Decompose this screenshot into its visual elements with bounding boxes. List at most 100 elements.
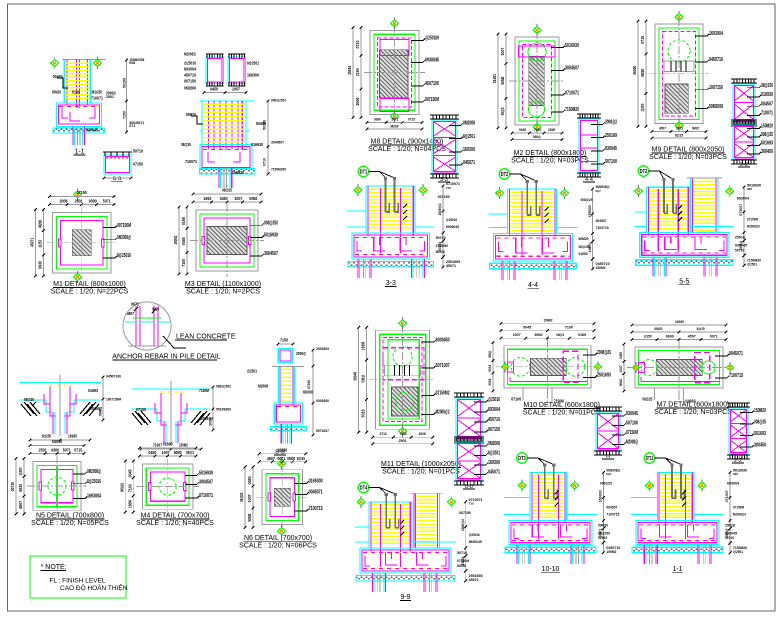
svg-text:6930045: 6930045 bbox=[469, 540, 482, 544]
svg-text:2008@: 2008@ bbox=[296, 351, 306, 357]
svg-text:0M2008@: 0M2008@ bbox=[87, 469, 101, 475]
svg-text:710071: 710071 bbox=[91, 96, 103, 102]
svg-text:SCALE : 1/20; N=03PCS: SCALE : 1/20; N=03PCS bbox=[511, 158, 589, 165]
svg-text:7100: 7100 bbox=[534, 128, 541, 132]
svg-text:1007: 1007 bbox=[500, 47, 505, 56]
svg-text:0M20: 0M20 bbox=[692, 126, 699, 130]
svg-text:5016930: 5016930 bbox=[747, 183, 761, 187]
svg-text:07150M: 07150M bbox=[733, 506, 744, 510]
svg-text:16930: 16930 bbox=[277, 447, 288, 452]
svg-text:008@25: 008@25 bbox=[761, 132, 773, 138]
svg-text:1007150: 1007150 bbox=[709, 85, 723, 91]
svg-text:M200: M200 bbox=[640, 68, 645, 77]
svg-text:50710: 50710 bbox=[436, 236, 446, 240]
svg-text:4507: 4507 bbox=[688, 334, 696, 338]
svg-text:1007150M: 1007150M bbox=[106, 397, 121, 401]
svg-text:8@25016: 8@25016 bbox=[87, 479, 101, 485]
svg-text:8@25: 8@25 bbox=[675, 133, 684, 137]
svg-text:10071: 10071 bbox=[588, 243, 592, 252]
svg-text:7150M200: 7150M200 bbox=[271, 167, 286, 171]
svg-text:2008@2: 2008@2 bbox=[201, 416, 213, 422]
svg-text:0M2008: 0M2008 bbox=[488, 441, 500, 447]
svg-text:3004: 3004 bbox=[208, 417, 212, 426]
svg-text:008@2: 008@2 bbox=[119, 483, 124, 492]
svg-text:08@25: 08@25 bbox=[24, 397, 34, 402]
svg-text:045071: 045071 bbox=[488, 470, 500, 476]
svg-text:693004: 693004 bbox=[727, 482, 739, 486]
svg-text:M2008: M2008 bbox=[457, 564, 466, 568]
svg-text:08@25: 08@25 bbox=[222, 188, 233, 193]
svg-text:4507: 4507 bbox=[267, 456, 276, 461]
svg-text:SCALE : 1/20; N=40PCS: SCALE : 1/20; N=40PCS bbox=[136, 520, 214, 527]
svg-text:007150: 007150 bbox=[184, 79, 197, 84]
svg-text:25016: 25016 bbox=[725, 524, 735, 528]
svg-text:008: 008 bbox=[129, 61, 135, 65]
svg-text:25016: 25016 bbox=[347, 65, 352, 75]
svg-text:169300: 169300 bbox=[488, 460, 500, 466]
svg-text:9300: 9300 bbox=[89, 199, 98, 204]
svg-text:9300450: 9300450 bbox=[316, 399, 329, 403]
svg-text:07150M: 07150M bbox=[747, 218, 758, 222]
svg-text:0710: 0710 bbox=[380, 432, 387, 436]
svg-text:150M2: 150M2 bbox=[606, 550, 616, 554]
svg-text:07150M2: 07150M2 bbox=[436, 391, 450, 397]
svg-text:5016: 5016 bbox=[361, 409, 366, 418]
svg-text:7150M20: 7150M20 bbox=[747, 259, 761, 263]
svg-text:4507: 4507 bbox=[659, 126, 666, 130]
svg-text:169300: 169300 bbox=[588, 205, 592, 217]
svg-text:ANCHOR REBAR IN PILE DETAIL: ANCHOR REBAR IN PILE DETAIL bbox=[112, 354, 221, 361]
svg-text:DT13: DT13 bbox=[646, 456, 654, 462]
svg-text:@250: @250 bbox=[640, 103, 645, 111]
svg-text:016930: 016930 bbox=[251, 142, 263, 148]
svg-text:b-b: b-b bbox=[465, 484, 473, 490]
svg-text:2501: 2501 bbox=[75, 199, 84, 204]
svg-text:@250169: @250169 bbox=[425, 36, 439, 42]
svg-text:SCALE : 1/20; N=03PCS: SCALE : 1/20; N=03PCS bbox=[654, 409, 732, 416]
svg-text:2008: 2008 bbox=[355, 97, 360, 106]
svg-text:5071007: 5071007 bbox=[436, 363, 450, 369]
svg-text:5016930: 5016930 bbox=[733, 469, 747, 473]
svg-text:0710071: 0710071 bbox=[199, 493, 213, 499]
svg-text:2501: 2501 bbox=[39, 448, 48, 453]
svg-text:071: 071 bbox=[129, 124, 135, 128]
svg-text:50710: 50710 bbox=[735, 249, 744, 253]
svg-text:50169: 50169 bbox=[262, 120, 266, 130]
svg-text:300450: 300450 bbox=[754, 442, 766, 448]
svg-text:1007: 1007 bbox=[162, 450, 171, 455]
svg-text:7150M: 7150M bbox=[554, 399, 564, 404]
svg-text:SCALE : 1/20; N=03PCS: SCALE : 1/20; N=03PCS bbox=[649, 154, 727, 161]
svg-text:5016: 5016 bbox=[488, 365, 492, 372]
svg-text:0071: 0071 bbox=[676, 126, 684, 130]
svg-text:M200: M200 bbox=[391, 124, 399, 128]
svg-text:08@25: 08@25 bbox=[181, 142, 191, 148]
svg-text:10-10: 10-10 bbox=[542, 566, 560, 573]
svg-text:30045: 30045 bbox=[353, 371, 358, 381]
svg-text:008@25: 008@25 bbox=[581, 198, 593, 202]
svg-text:0450: 0450 bbox=[148, 450, 157, 455]
svg-text:6930045: 6930045 bbox=[446, 225, 459, 229]
svg-text:930045: 930045 bbox=[86, 128, 99, 133]
svg-text:30045071: 30045071 bbox=[129, 121, 145, 125]
svg-text:M2 DETAIL (800x1800): M2 DETAIL (800x1800) bbox=[514, 150, 587, 157]
svg-text:008@: 008@ bbox=[533, 135, 541, 139]
svg-text:008@: 008@ bbox=[361, 375, 366, 383]
svg-text:50M20: 50M20 bbox=[579, 237, 589, 241]
svg-text:8@2: 8@2 bbox=[606, 472, 611, 476]
svg-text:50M20: 50M20 bbox=[52, 90, 61, 95]
svg-text:7150: 7150 bbox=[355, 68, 360, 77]
svg-text:0450710: 0450710 bbox=[606, 546, 620, 550]
svg-text:8@2501: 8@2501 bbox=[463, 134, 475, 140]
svg-text:CAO ĐỘ HOÀN THIỆN: CAO ĐỘ HOÀN THIỆN bbox=[60, 583, 128, 592]
svg-text:7100715: 7100715 bbox=[309, 506, 323, 512]
svg-text:0071: 0071 bbox=[710, 334, 719, 338]
svg-text:150M: 150M bbox=[548, 128, 555, 132]
svg-text:07150: 07150 bbox=[133, 162, 144, 167]
svg-text:0M2008@: 0M2008@ bbox=[606, 469, 620, 473]
svg-text:2008@2: 2008@2 bbox=[438, 203, 442, 215]
svg-text:501693: 501693 bbox=[754, 431, 766, 437]
svg-text:7100: 7100 bbox=[181, 258, 186, 267]
svg-text:50M20: 50M20 bbox=[186, 112, 196, 118]
svg-text:007150: 007150 bbox=[438, 195, 450, 199]
svg-text:2008@: 2008@ bbox=[739, 240, 743, 249]
svg-text:SCALE : 1/20; N=01PCS: SCALE : 1/20; N=01PCS bbox=[382, 469, 460, 476]
